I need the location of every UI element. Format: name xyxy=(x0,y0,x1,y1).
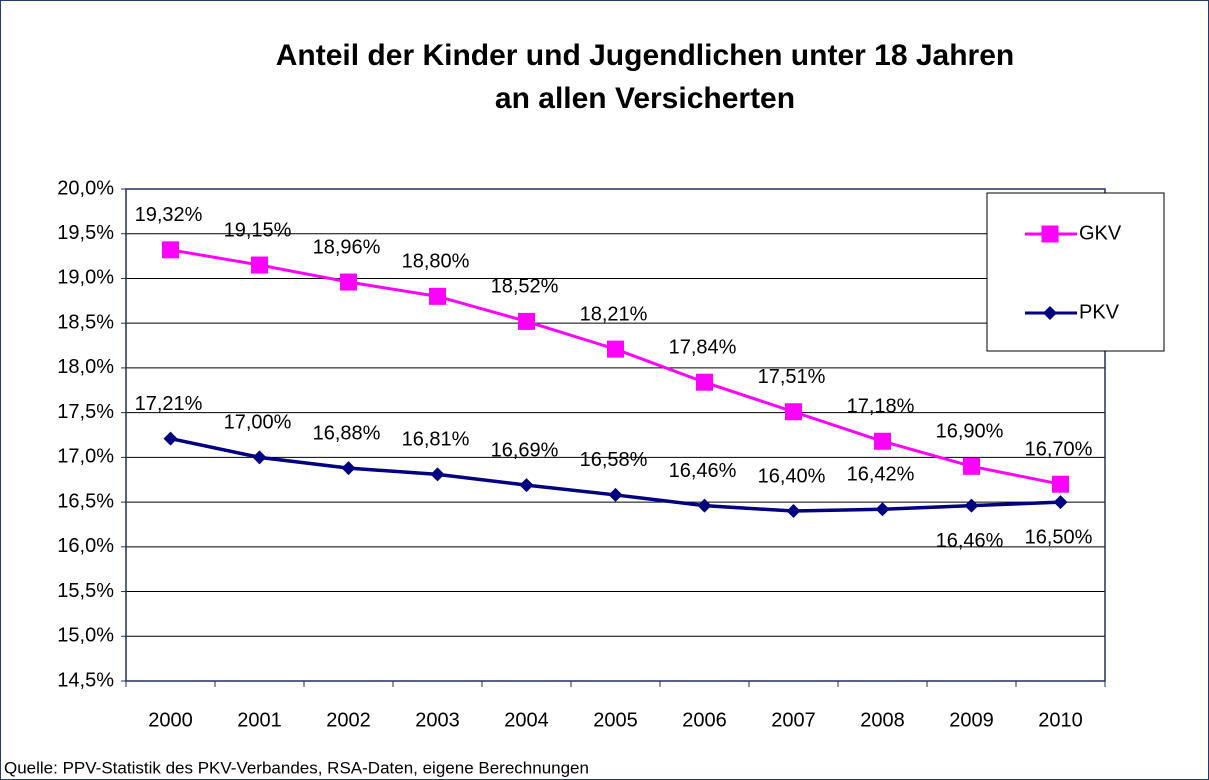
data-label: 16,40% xyxy=(758,465,826,487)
data-point xyxy=(607,340,624,358)
legend-label: PKV xyxy=(1079,301,1120,323)
data-label: 19,32% xyxy=(135,204,203,226)
data-point xyxy=(875,502,890,517)
data-label: 16,70% xyxy=(1025,438,1093,460)
x-tick-label: 2003 xyxy=(415,709,460,731)
data-point xyxy=(608,487,623,502)
data-label: 16,90% xyxy=(936,421,1004,443)
y-tick-label: 16,0% xyxy=(57,535,114,557)
data-label: 17,51% xyxy=(758,366,826,388)
data-point xyxy=(964,498,979,513)
y-tick-label: 15,5% xyxy=(57,580,114,602)
data-point xyxy=(519,478,534,493)
legend-label: GKV xyxy=(1079,222,1122,244)
data-label: 16,58% xyxy=(580,449,648,471)
y-tick-label: 16,5% xyxy=(57,490,114,512)
data-point xyxy=(429,287,446,305)
data-label: 16,42% xyxy=(847,464,915,486)
data-label: 18,52% xyxy=(491,276,559,298)
data-label: 16,50% xyxy=(1025,526,1093,548)
data-label: 18,80% xyxy=(402,251,470,273)
x-tick-label: 2010 xyxy=(1038,709,1083,731)
source-note: Quelle: PPV-Statistik des PKV-Verbandes,… xyxy=(4,758,589,777)
y-tick-label: 19,0% xyxy=(57,267,114,289)
data-label: 19,15% xyxy=(224,219,292,241)
y-tick-label: 20,0% xyxy=(57,177,114,199)
y-tick-label: 17,0% xyxy=(57,446,114,468)
y-tick-label: 15,0% xyxy=(57,625,114,647)
x-tick-label: 2001 xyxy=(237,709,282,731)
x-tick-label: 2002 xyxy=(326,709,371,731)
data-point xyxy=(341,461,356,476)
x-tick-label: 2006 xyxy=(682,709,727,731)
data-point xyxy=(163,431,178,446)
data-point xyxy=(874,432,891,450)
data-point xyxy=(252,450,267,465)
x-tick-label: 2000 xyxy=(148,709,193,731)
x-tick-label: 2009 xyxy=(949,709,994,731)
data-label: 16,81% xyxy=(402,429,470,451)
chart-title: an allen Versicherten xyxy=(495,82,795,115)
x-tick-label: 2004 xyxy=(504,709,549,731)
x-tick-label: 2007 xyxy=(771,709,816,731)
legend-marker xyxy=(1041,225,1059,243)
data-label: 17,84% xyxy=(669,337,737,359)
data-label: 16,69% xyxy=(491,439,559,461)
legend-box xyxy=(986,192,1165,352)
legend-marker xyxy=(1043,306,1057,320)
data-point xyxy=(786,504,801,519)
data-point xyxy=(696,373,713,391)
y-tick-label: 14,5% xyxy=(57,669,114,691)
y-tick-label: 19,5% xyxy=(57,222,114,244)
data-label: 18,96% xyxy=(313,236,381,258)
data-label: 18,21% xyxy=(580,303,648,325)
data-label: 17,21% xyxy=(135,393,203,415)
y-tick-label: 18,5% xyxy=(57,311,114,333)
data-point xyxy=(697,498,712,513)
data-point xyxy=(785,403,802,421)
data-label: 17,18% xyxy=(847,396,915,418)
data-point xyxy=(963,457,980,475)
data-label: 16,46% xyxy=(936,530,1004,552)
data-point xyxy=(430,467,445,482)
data-point xyxy=(251,256,268,274)
data-label: 17,00% xyxy=(224,412,292,434)
y-tick-label: 17,5% xyxy=(57,401,114,423)
x-tick-label: 2005 xyxy=(593,709,638,731)
data-point xyxy=(162,241,179,259)
data-point xyxy=(340,273,357,291)
data-point xyxy=(1052,475,1069,493)
plot-area xyxy=(125,188,1106,682)
y-tick-label: 18,0% xyxy=(57,356,114,378)
data-point xyxy=(518,312,535,330)
data-label: 16,46% xyxy=(669,460,737,482)
data-label: 16,88% xyxy=(313,422,381,444)
chart-title: Anteil der Kinder und Jugendlichen unter… xyxy=(276,39,1014,72)
x-tick-label: 2008 xyxy=(860,709,905,731)
data-point xyxy=(1053,495,1068,510)
